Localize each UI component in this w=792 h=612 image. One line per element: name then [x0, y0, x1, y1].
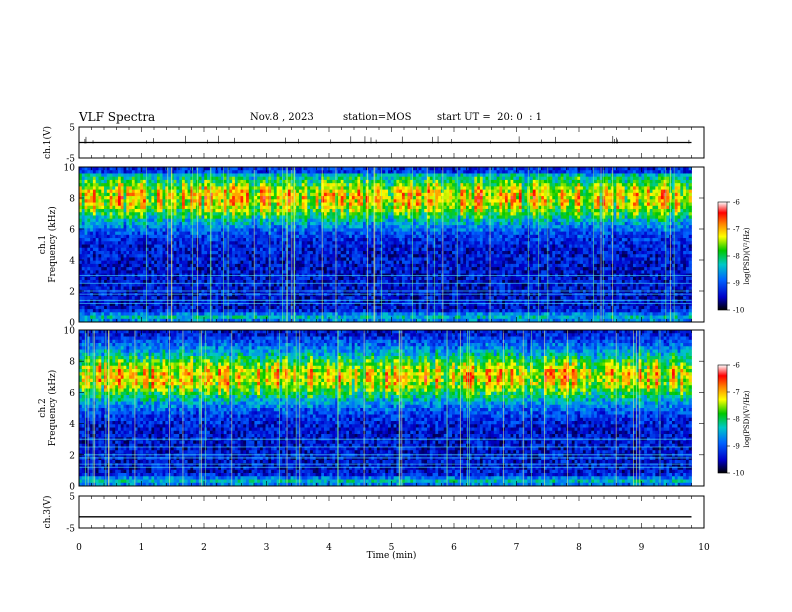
y-tick-label-2-4: 8 [69, 358, 75, 368]
colorbar-2 [717, 364, 728, 474]
x-tick-label-3: 3 [264, 543, 270, 553]
y-tick-label-3-1: -5 [66, 525, 75, 535]
x-tick-label-5: 5 [389, 543, 395, 553]
colorbar-tick-label-1-4: -10 [733, 307, 744, 315]
date-label: Nov.8 , 2023 [250, 112, 314, 123]
y-axis-label-3-0: ch.3(V) [42, 496, 53, 529]
colorbar-tick-label-2-2: -8 [733, 416, 740, 424]
colorbar-tick-label-1-3: -9 [733, 280, 740, 288]
colorbar-tick-label-1-1: -7 [733, 226, 740, 234]
colorbar-tick-label-2-1: -7 [733, 389, 740, 397]
x-tick-label-8: 8 [576, 543, 582, 553]
x-tick-label-2: 2 [201, 543, 207, 553]
y-tick-label-2-2: 4 [69, 420, 75, 430]
spectrogram-1-cells [79, 167, 692, 323]
y-tick-label-1-1: 2 [69, 288, 75, 298]
y-tick-label-2-5: 10 [64, 327, 76, 337]
x-axis-label: Time (min) [367, 550, 417, 561]
colorbar-label-2: log(PSD)(V²/Hz) [743, 390, 751, 447]
y-tick-label-0-0: 5 [69, 124, 75, 134]
y-tick-label-1-4: 8 [69, 195, 75, 205]
y-axis-label-1-0: ch.1 [38, 235, 48, 254]
y-tick-label-2-3: 6 [69, 389, 75, 399]
colorbar-tick-label-2-4: -10 [733, 470, 744, 478]
colorbar-tick-label-1-0: -6 [733, 199, 740, 207]
station-label: station=MOS [343, 112, 411, 123]
y-tick-label-2-0: 0 [69, 483, 75, 493]
x-tick-label-1: 1 [139, 543, 145, 553]
y-tick-label-3-0: 5 [69, 493, 75, 503]
y-axis-label-2-1: Frequency (kHz) [47, 370, 58, 447]
y-tick-label-2-1: 2 [69, 451, 75, 461]
x-tick-label-6: 6 [451, 543, 457, 553]
x-tick-label-0: 0 [76, 543, 82, 553]
colorbar-tick-label-1-2: -8 [733, 253, 740, 261]
colorbar-tick-label-2-3: -9 [733, 443, 740, 451]
y-axis-label-0-0: ch.1(V) [42, 126, 53, 159]
colorbar-1 [717, 201, 728, 311]
chart-title: VLF Spectra [79, 110, 155, 124]
x-tick-label-9: 9 [639, 543, 645, 553]
y-tick-label-1-2: 4 [69, 257, 75, 267]
y-tick-label-1-3: 6 [69, 226, 75, 236]
y-axis-label-2-0: ch.2 [38, 398, 48, 417]
start-ut-label: start UT = 20: 0 : 1 [437, 112, 542, 123]
x-tick-label-10: 10 [698, 543, 710, 553]
y-tick-label-1-0: 0 [69, 319, 75, 329]
y-tick-label-1-5: 10 [64, 164, 76, 174]
y-axis-label-1-1: Frequency (kHz) [47, 206, 58, 283]
x-tick-label-7: 7 [514, 543, 520, 553]
spectrogram-2-cells [79, 330, 692, 487]
colorbar-tick-label-2-0: -6 [733, 362, 740, 370]
colorbar-label-1: log(PSD)(V²/Hz) [743, 227, 751, 284]
y-tick-label-0-1: -5 [66, 155, 75, 165]
x-tick-label-4: 4 [326, 543, 332, 553]
